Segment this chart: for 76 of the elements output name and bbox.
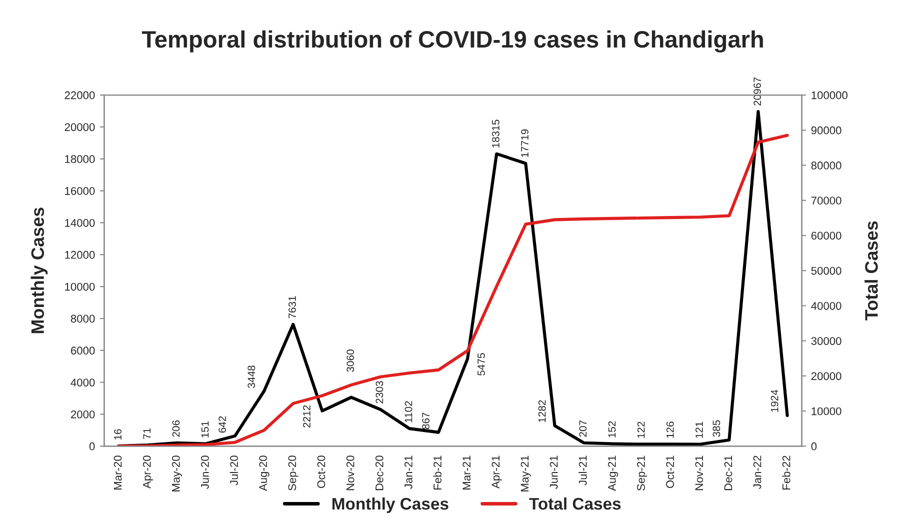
- data-label: 1282: [538, 400, 546, 422]
- y-tick-label: 16000: [65, 187, 95, 195]
- x-tick-label: Jul-20: [230, 456, 238, 486]
- data-label: 3060: [346, 350, 354, 372]
- x-tick-label: Apr-20: [142, 456, 153, 489]
- data-label: 867: [422, 412, 430, 430]
- data-label: 3448: [248, 366, 256, 388]
- y2-tick-label: 80000: [811, 162, 842, 170]
- legend-label: Total Cases: [529, 497, 621, 510]
- x-tick-label: Dec-21: [724, 456, 732, 490]
- data-label: 7631: [288, 296, 296, 318]
- data-label: 71: [143, 428, 150, 439]
- y2-tick-label: 0: [811, 442, 817, 450]
- data-label: 152: [608, 421, 616, 438]
- data-label: 1924: [770, 390, 778, 412]
- x-tick-label: Sep-21: [637, 456, 648, 491]
- x-tick-label: Jan-22: [753, 456, 762, 489]
- y-axis-title: Monthly Cases: [30, 208, 48, 334]
- data-label: 121: [695, 422, 703, 438]
- x-tick-label: Aug-21: [608, 456, 618, 491]
- x-tick-label: Sep-20: [288, 456, 298, 491]
- x-tick-label: Apr-21: [492, 456, 502, 489]
- y-tick-label: 22000: [64, 91, 95, 100]
- y-tick-label: 8000: [70, 314, 95, 323]
- legend-label: Monthly Cases: [332, 497, 448, 513]
- x-tick-label: Aug-20: [259, 456, 270, 491]
- x-tick-label: Jul-21: [578, 456, 587, 486]
- data-label: 18315: [492, 120, 500, 148]
- y-tick-label: 20000: [64, 123, 95, 132]
- y2-tick-label: 60000: [811, 232, 842, 240]
- y2-tick-label: 40000: [811, 302, 842, 310]
- x-tick-label: Mar-20: [114, 456, 122, 490]
- data-label: 17719: [521, 129, 528, 158]
- chart-title: Temporal distribution of COVID-19 cases in Chandigarh: [142, 30, 763, 53]
- y2-tick-label: 50000: [811, 266, 842, 275]
- y2-tick-label: 90000: [811, 126, 842, 134]
- y2-tick-label: 20000: [811, 372, 842, 380]
- y2-tick-label: 30000: [811, 337, 842, 345]
- x-tick-label: Jan-21: [404, 456, 412, 489]
- x-tick-label: Mar-21: [462, 456, 471, 490]
- x-tick-label: May-21: [520, 456, 531, 492]
- y-tick-label: 2000: [71, 410, 95, 418]
- x-tick-label: Feb-22: [782, 456, 790, 490]
- y2-axis-title: Total Cases: [864, 221, 878, 320]
- y2-tick-label: 10000: [812, 407, 842, 416]
- data-label: 16: [114, 429, 122, 440]
- data-label: 2303: [376, 381, 384, 404]
- y-tick-label: 10000: [65, 282, 95, 291]
- x-tick-label: Feb-21: [433, 456, 442, 490]
- y-tick-label: 0: [89, 442, 95, 450]
- x-tick-label: Oct-21: [666, 456, 674, 488]
- x-tick-label: Oct-20: [317, 456, 326, 488]
- y-tick-label: 18000: [65, 155, 95, 164]
- y-tick-label: 12000: [65, 250, 95, 259]
- data-label: 207: [579, 420, 587, 437]
- data-label: 2212: [303, 405, 310, 428]
- y-tick-label: 14000: [65, 218, 95, 227]
- x-tick-label: Dec-20: [375, 456, 384, 490]
- data-label: 5475: [478, 353, 485, 376]
- x-tick-label: May-20: [172, 456, 182, 492]
- y-tick-label: 6000: [71, 346, 95, 355]
- data-label: 126: [666, 422, 674, 438]
- data-label: 1102: [404, 401, 412, 422]
- data-label: 385: [712, 420, 720, 437]
- data-label: 206: [172, 420, 180, 437]
- data-label: 151: [201, 421, 209, 438]
- y2-tick-label: 100000: [812, 91, 848, 100]
- data-label: 642: [218, 416, 226, 433]
- y-tick-label: 4000: [70, 378, 95, 386]
- x-tick-label: Jun-20: [201, 456, 209, 489]
- x-tick-label: Nov-21: [695, 456, 704, 490]
- x-tick-label: Jun-21: [550, 456, 558, 489]
- data-label: 122: [637, 422, 645, 438]
- y2-tick-label: 70000: [811, 196, 842, 205]
- x-tick-label: Nov-20: [346, 456, 354, 490]
- data-label: 20967: [754, 78, 762, 106]
